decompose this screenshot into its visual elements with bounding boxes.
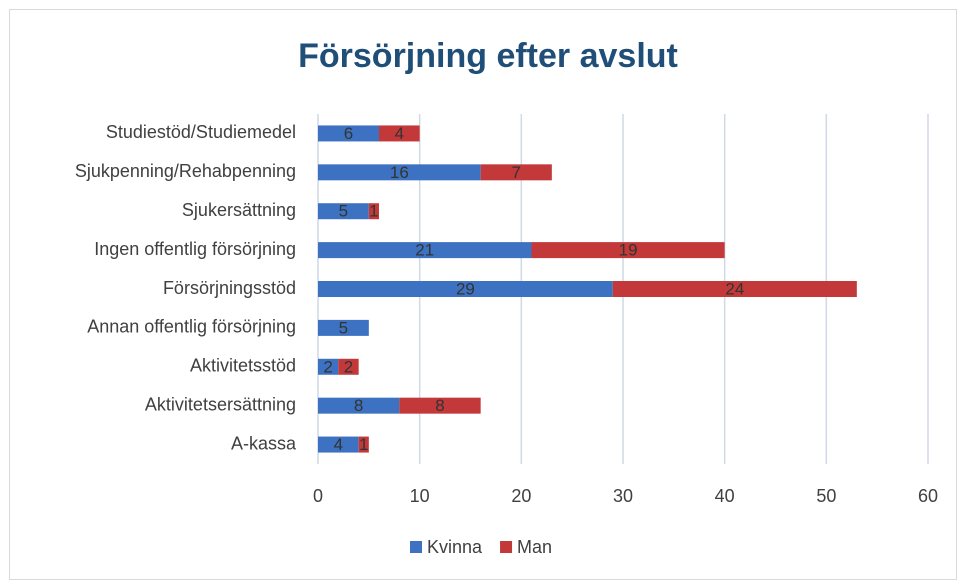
bar-segment — [368, 203, 379, 220]
y-tick-label: Försörjningsstöd — [163, 278, 296, 298]
bar-segment — [318, 358, 339, 375]
legend-swatch — [500, 541, 513, 553]
bar-segment — [318, 281, 613, 297]
legend-swatch — [410, 541, 422, 553]
bar-segment — [379, 125, 420, 142]
chart-title: Försörjning efter avslut — [298, 37, 678, 75]
data-label: 16 — [390, 163, 409, 182]
data-label: 24 — [725, 279, 744, 298]
bar-segment — [338, 358, 359, 375]
bar-segment — [531, 242, 725, 259]
y-tick-label: Sjukersättning — [182, 200, 296, 220]
data-label: 29 — [456, 279, 475, 298]
data-label: 1 — [359, 435, 368, 454]
data-label: 21 — [415, 241, 434, 260]
data-label: 6 — [344, 124, 353, 143]
data-label: 2 — [344, 357, 353, 376]
data-label: 5 — [339, 202, 348, 221]
y-tick-label: Sjukpenning/Rehabpenning — [75, 161, 296, 181]
x-tick-label: 30 — [613, 486, 633, 506]
y-tick-label: Aktivitetsersättning — [145, 394, 296, 414]
data-label: 8 — [354, 396, 363, 415]
bar-segment — [480, 164, 552, 181]
bar-segment — [358, 436, 369, 453]
bar-segment — [318, 203, 369, 220]
x-tick-label: 60 — [918, 486, 938, 506]
x-tick-label: 0 — [313, 486, 323, 506]
bar-segment — [318, 164, 481, 181]
data-label: 4 — [334, 435, 343, 454]
x-tick-label: 10 — [410, 486, 430, 506]
data-label: 4 — [395, 124, 404, 143]
legend-label: Kvinna — [427, 537, 483, 557]
data-label: 7 — [512, 163, 521, 182]
bar-segment — [318, 436, 359, 453]
y-tick-label: Studiestöd/Studiemedel — [106, 122, 296, 142]
y-tick-label: Ingen offentlig försörjning — [94, 239, 296, 259]
data-label: 19 — [619, 241, 638, 260]
x-tick-label: 40 — [715, 486, 735, 506]
data-label: 1 — [369, 202, 378, 221]
y-tick-label: A-kassa — [231, 433, 297, 453]
bar-segment — [318, 319, 369, 336]
x-tick-label: 50 — [816, 486, 836, 506]
bar-segment — [318, 242, 532, 259]
bar-segment — [318, 397, 400, 414]
y-tick-label: Annan offentlig försörjning — [87, 317, 296, 337]
x-tick-label: 20 — [511, 486, 531, 506]
bar-segment — [318, 125, 379, 142]
data-label: 2 — [323, 357, 332, 376]
bar-segment — [612, 281, 857, 297]
bar-segment — [399, 397, 481, 414]
legend-label: Man — [517, 537, 552, 557]
data-label: 5 — [339, 318, 348, 337]
data-label: 8 — [435, 396, 444, 415]
y-tick-label: Aktivitetsstöd — [190, 356, 296, 376]
